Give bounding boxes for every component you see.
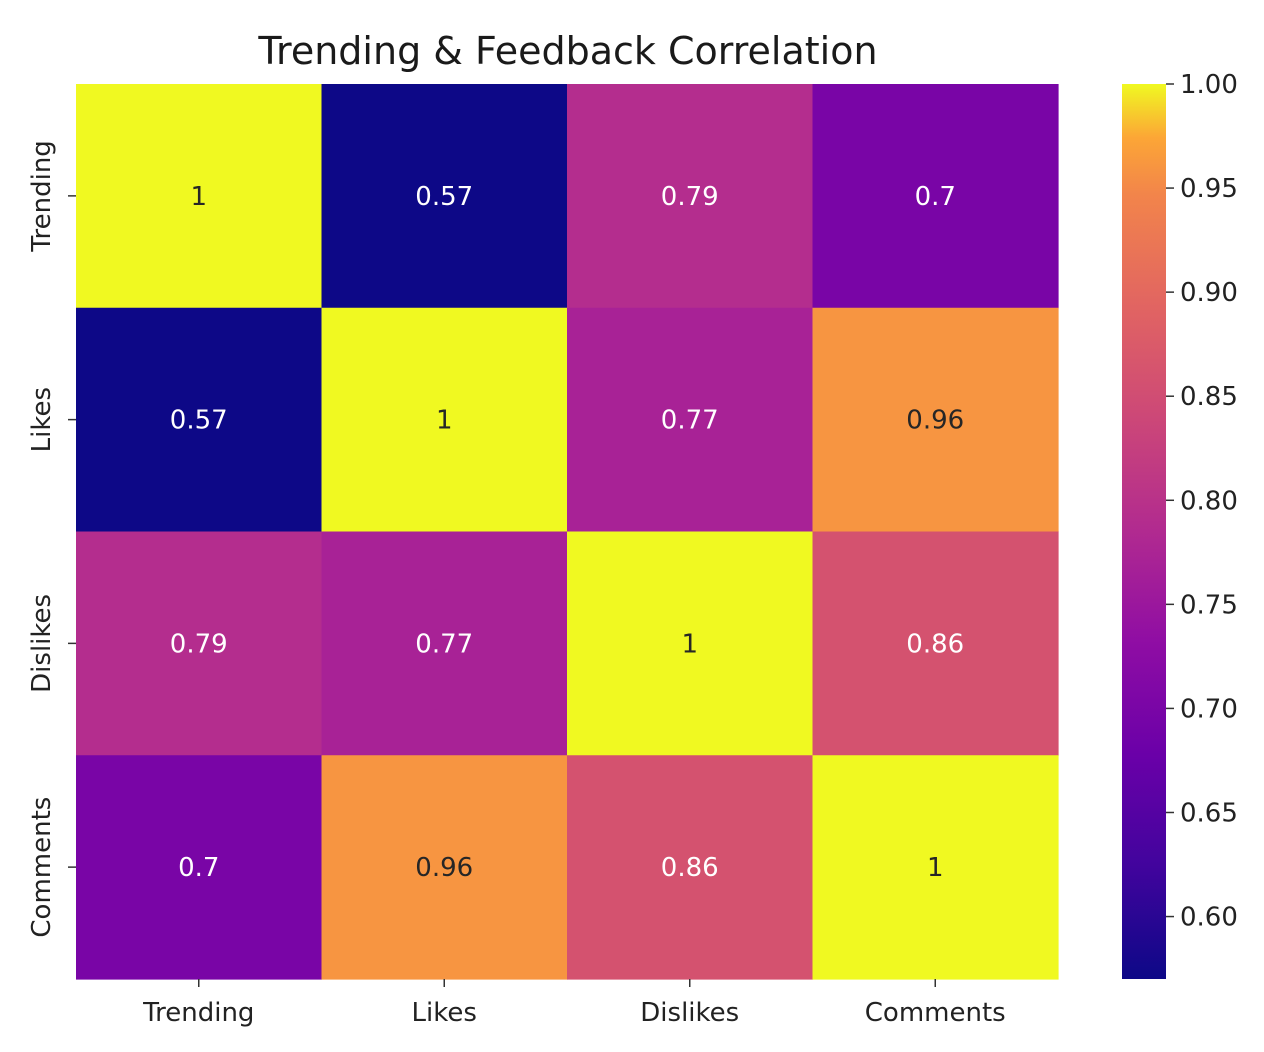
heatmap-cell <box>76 755 323 980</box>
heatmap-cell <box>567 755 814 980</box>
cell-value-label: 0.57 <box>415 182 473 212</box>
colorbar-tick-label: 0.65 <box>1180 798 1238 828</box>
heatmap-cell <box>321 307 568 533</box>
cell-value-label: 0.77 <box>415 629 473 659</box>
heatmap-cell <box>812 84 1059 309</box>
heatmap-cell <box>76 531 323 756</box>
colorbar-tick-label: 0.80 <box>1180 486 1238 516</box>
cell-value-label: 1 <box>927 853 944 883</box>
heatmap-cell <box>321 755 568 980</box>
cell-value-label: 1 <box>436 406 453 436</box>
x-tick-label: Dislikes <box>640 998 739 1028</box>
colorbar-axis: 0.60 0.65 0.70 0.75 0.80 0.85 0.90 0.95 1.00 <box>1166 70 1238 933</box>
colorbar-tick-label: 1.00 <box>1180 70 1238 100</box>
colorbar-tick-label: 0.95 <box>1180 174 1238 204</box>
colorbar-tick-label: 0.60 <box>1180 903 1238 933</box>
colorbar <box>1122 84 1166 979</box>
heatmap-cell <box>567 531 814 756</box>
colorbar-tick-label: 0.85 <box>1180 382 1238 412</box>
colorbar-tick-label: 0.90 <box>1180 278 1238 308</box>
heatmap-cell <box>812 755 1059 980</box>
x-axis: Trending Likes Dislikes Comments <box>142 979 1006 1028</box>
x-tick-label: Likes <box>412 998 477 1028</box>
cell-value-label: 0.7 <box>915 182 956 212</box>
x-tick-label: Trending <box>142 998 254 1028</box>
heatmap-cell <box>76 307 323 533</box>
y-tick-label: Dislikes <box>27 594 57 693</box>
cell-value-label: 0.96 <box>415 853 473 883</box>
y-axis: Trending Likes Dislikes Comments <box>27 140 76 938</box>
cell-value-label: 0.7 <box>178 853 219 883</box>
colorbar-tick-label: 0.70 <box>1180 694 1238 724</box>
heatmap-cell <box>812 531 1059 756</box>
cell-value-label: 1 <box>190 182 207 212</box>
cell-value-label: 0.86 <box>661 853 719 883</box>
cell-value-label: 0.79 <box>661 182 719 212</box>
y-tick-label: Likes <box>27 387 57 452</box>
heatmap-cell <box>76 84 323 309</box>
heatmap-cell-labels: 1 0.57 0.79 0.7 0.57 1 0.77 0.96 0.79 0.77 1 0.86 0.… <box>170 182 964 883</box>
chart-title: Trending & Feedback Correlation <box>257 29 877 73</box>
cell-value-label: 0.77 <box>661 406 719 436</box>
cell-value-label: 0.57 <box>170 406 228 436</box>
heatmap-cells <box>76 84 1059 980</box>
heatmap-cell <box>321 84 568 309</box>
cell-value-label: 0.96 <box>906 406 964 436</box>
y-tick-label: Comments <box>27 797 57 938</box>
x-tick-label: Comments <box>865 998 1006 1028</box>
heatmap-cell <box>812 307 1059 533</box>
heatmap-cell <box>567 307 814 533</box>
cell-value-label: 0.79 <box>170 629 228 659</box>
cell-value-label: 1 <box>681 629 698 659</box>
colorbar-tick-label: 0.75 <box>1180 590 1238 620</box>
cell-value-label: 0.86 <box>906 629 964 659</box>
heatmap-cell <box>321 531 568 756</box>
heatmap-cell <box>567 84 814 309</box>
y-tick-label: Trending <box>27 140 57 252</box>
